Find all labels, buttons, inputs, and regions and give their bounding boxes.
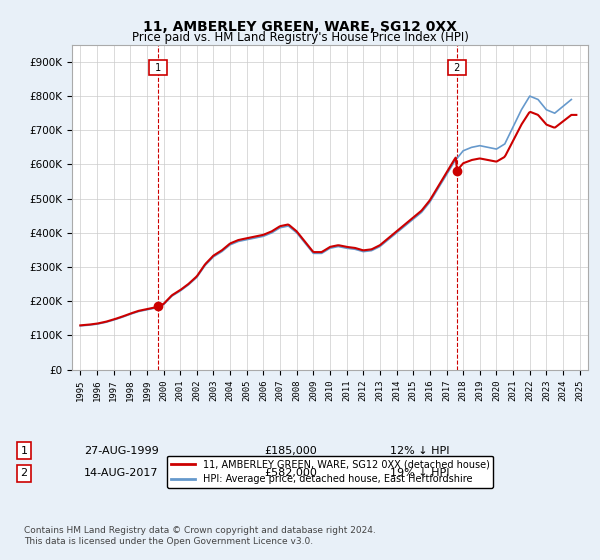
- Text: 2: 2: [451, 63, 463, 73]
- Legend: 11, AMBERLEY GREEN, WARE, SG12 0XX (detached house), HPI: Average price, detache: 11, AMBERLEY GREEN, WARE, SG12 0XX (deta…: [167, 455, 493, 488]
- Text: 12% ↓ HPI: 12% ↓ HPI: [390, 446, 449, 456]
- Text: 14-AUG-2017: 14-AUG-2017: [84, 468, 158, 478]
- Text: 1: 1: [152, 63, 164, 73]
- Text: 27-AUG-1999: 27-AUG-1999: [84, 446, 159, 456]
- Text: Contains HM Land Registry data © Crown copyright and database right 2024.
This d: Contains HM Land Registry data © Crown c…: [24, 526, 376, 546]
- Text: 1: 1: [20, 446, 28, 456]
- Text: £582,000: £582,000: [264, 468, 317, 478]
- Text: £185,000: £185,000: [264, 446, 317, 456]
- Text: 19% ↓ HPI: 19% ↓ HPI: [390, 468, 449, 478]
- Text: 11, AMBERLEY GREEN, WARE, SG12 0XX: 11, AMBERLEY GREEN, WARE, SG12 0XX: [143, 20, 457, 34]
- Text: Price paid vs. HM Land Registry's House Price Index (HPI): Price paid vs. HM Land Registry's House …: [131, 31, 469, 44]
- Text: 2: 2: [20, 468, 28, 478]
